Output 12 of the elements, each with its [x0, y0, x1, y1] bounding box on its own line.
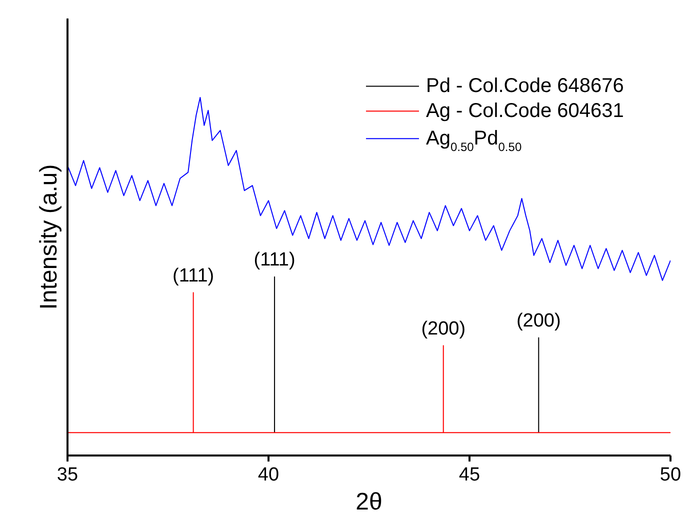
x-tick-label: 35 [56, 464, 78, 486]
annotation: (200) [421, 318, 466, 340]
x-axis-title: 2θ [356, 488, 382, 516]
legend-label: Ag - Col.Code 604631 [426, 100, 624, 122]
y-axis-title: Intensity (a.u) [36, 164, 62, 310]
annotation: (111) [172, 266, 214, 287]
x-tick-label: 50 [660, 464, 682, 486]
annotation: (200) [516, 310, 561, 332]
x-tick-label: 40 [258, 464, 280, 486]
x-tick-label: 45 [458, 464, 480, 486]
legend-label: Pd - Col.Code 648676 [426, 75, 624, 98]
annotation: (111) [254, 250, 296, 270]
